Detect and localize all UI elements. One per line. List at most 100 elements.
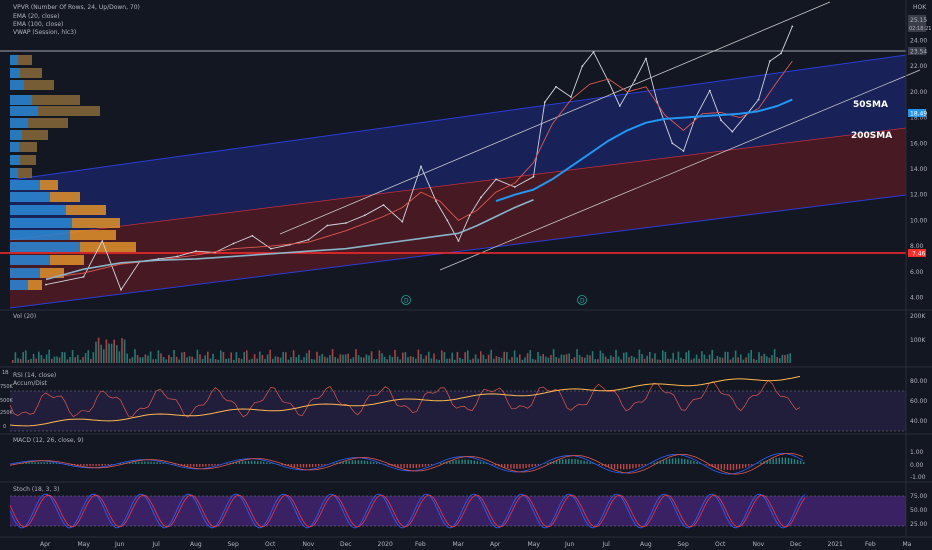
stoch-title[interactable]: Stoch (18, 3, 3) <box>13 486 59 493</box>
macd-histogram-bar <box>89 464 91 467</box>
price-point <box>581 65 584 68</box>
volume-bar <box>503 351 505 363</box>
price-point <box>555 85 557 88</box>
macd-histogram-bar <box>583 460 585 464</box>
macd-histogram-bar <box>153 461 155 464</box>
volume-bar <box>493 358 495 363</box>
volume-bar <box>251 358 253 363</box>
time-tick: Feb <box>415 541 426 548</box>
vpvr-bar-down <box>22 130 48 140</box>
macd-histogram-bar <box>92 464 94 467</box>
volume-bar <box>721 357 724 363</box>
dividend-marker[interactable]: D <box>401 295 411 305</box>
macd-histogram-bar <box>318 464 320 467</box>
macd-histogram-bar <box>632 464 634 469</box>
volume-bar <box>646 355 648 363</box>
volume-bar <box>771 355 773 363</box>
macd-title[interactable]: MACD (12, 26, close, 9) <box>13 437 84 444</box>
volume-bar <box>750 350 752 363</box>
volume-bar <box>196 349 199 363</box>
ema20-legend[interactable]: EMA (20, close) <box>13 13 60 20</box>
volume-bar <box>266 354 269 363</box>
price-point <box>446 219 449 222</box>
rsi-tick: 40.00 <box>910 418 927 425</box>
macd-histogram-bar <box>668 458 671 464</box>
macd-histogram-bar <box>238 461 241 464</box>
macd-histogram-bar <box>525 464 527 469</box>
ema100-legend[interactable]: EMA (100, close) <box>13 21 63 28</box>
volume-bar <box>446 358 448 363</box>
volume-bar <box>383 356 386 363</box>
volume-bar <box>259 351 261 363</box>
macd-histogram-bar <box>455 460 457 464</box>
volume-bar <box>589 355 591 363</box>
volume-bar <box>222 352 225 363</box>
volume-bar <box>160 353 162 363</box>
vol-title[interactable]: Vol (20) <box>13 313 36 320</box>
volume-bar <box>35 358 37 363</box>
volume-bar <box>779 358 781 363</box>
vpvr-bar-down <box>20 155 36 165</box>
price-axis[interactable]: 24.00 22.00 20.00 18.00 16.00 14.00 12.00 10.00… <box>910 38 927 302</box>
volume-bar <box>651 358 654 363</box>
volume-bar <box>220 350 222 363</box>
accdist-title[interactable]: Accum/Dist <box>13 380 48 387</box>
volume-bar <box>321 354 323 363</box>
volume-bar <box>620 359 622 363</box>
time-axis[interactable]: Apr May Jun Jul Aug Sep Oct Nov Dec 2020 Feb Mar Apr… <box>40 541 912 548</box>
volume-bar <box>675 359 677 363</box>
volume-bar <box>318 355 321 363</box>
volume-bar <box>789 353 791 363</box>
volume-bar <box>537 352 539 363</box>
price-point <box>363 214 366 217</box>
macd-histogram-bar <box>247 460 250 464</box>
price-point <box>645 57 647 60</box>
macd-histogram-bar <box>397 464 399 468</box>
volume-bar <box>487 354 490 363</box>
vpvr-bar-up <box>10 280 28 290</box>
macd-histogram-bar <box>135 461 137 464</box>
macd-histogram-bar <box>690 460 692 464</box>
macd-histogram-bar <box>281 464 283 465</box>
volume-bar <box>409 356 412 363</box>
macd-histogram-bar <box>98 464 100 466</box>
macd-histogram-bar <box>464 459 466 464</box>
macd-histogram-bar <box>671 458 674 464</box>
volume-bar <box>199 354 201 363</box>
volume-bar <box>737 357 739 363</box>
macd-histogram-bar <box>687 459 689 464</box>
macd-histogram-bar <box>128 462 131 464</box>
volume-bar <box>482 354 485 363</box>
macd-histogram-bar <box>250 460 253 464</box>
volume-bar <box>430 358 433 363</box>
macd-histogram-bar <box>348 460 350 464</box>
vwap-legend[interactable]: VWAP (Session, hlc3) <box>13 29 76 36</box>
volume-bar <box>339 354 342 363</box>
volume-bar <box>17 358 19 363</box>
volume-bar <box>165 359 167 363</box>
rsi-title[interactable]: RSI (14, close) <box>13 372 56 379</box>
trendline-lower[interactable] <box>439 69 921 271</box>
accdist-tick: 750K <box>0 384 14 390</box>
time-tick: 2020 <box>378 541 393 548</box>
macd-histogram-bar <box>132 462 134 464</box>
time-tick: Mar <box>453 541 465 548</box>
volume-bar <box>555 357 557 363</box>
volume-bar <box>607 358 609 363</box>
vpvr-legend[interactable]: VPVR (Number Of Rows, 24, Up/Down, 70) <box>13 4 140 11</box>
red-channel <box>10 128 906 308</box>
volume-bar <box>732 357 734 363</box>
macd-histogram-bar <box>638 464 640 468</box>
volume-bar <box>742 359 745 363</box>
trendline-upper[interactable] <box>279 1 831 235</box>
macd-histogram-bar <box>629 464 631 469</box>
volume-bar <box>324 356 326 363</box>
volume-bar <box>433 353 435 363</box>
dividend-marker[interactable]: D <box>577 295 587 305</box>
volume-bar <box>373 359 375 363</box>
macd-histogram-bar <box>705 464 707 466</box>
macd-histogram-bar <box>272 463 274 464</box>
rsi-lines <box>9 375 801 427</box>
